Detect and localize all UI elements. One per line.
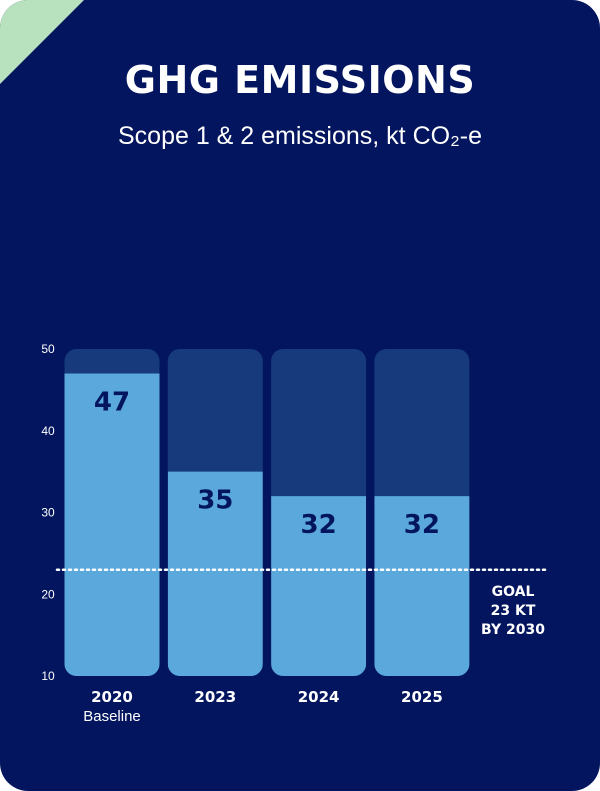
bar <box>64 373 160 676</box>
bar <box>167 471 263 676</box>
bar <box>271 496 367 676</box>
y-tick-label: 50 <box>41 342 55 356</box>
category-sublabel: Baseline <box>83 708 141 725</box>
category-label: 2020 <box>91 688 133 706</box>
goal-label: 23 KT <box>491 603 536 619</box>
goal-label: GOAL <box>492 584 535 600</box>
bar <box>374 496 470 676</box>
category-label: 2025 <box>401 688 443 706</box>
chart-subtitle: Scope 1 & 2 emissions, kt CO₂-e <box>117 122 482 150</box>
y-tick-label: 30 <box>41 506 55 520</box>
corner-accent <box>0 0 84 84</box>
bar-value-label: 47 <box>94 388 130 418</box>
bar-value-label: 32 <box>404 510 440 540</box>
category-label: 2024 <box>298 688 340 706</box>
y-tick-label: 10 <box>41 669 55 683</box>
y-tick-label: 20 <box>41 587 55 601</box>
y-tick-label: 40 <box>41 424 55 438</box>
chart-title: GHG EMISSIONS <box>124 58 476 102</box>
bar-value-label: 35 <box>197 486 233 516</box>
bar-value-label: 32 <box>301 510 337 540</box>
category-label: 2023 <box>194 688 236 706</box>
goal-label: BY 2030 <box>481 622 545 638</box>
